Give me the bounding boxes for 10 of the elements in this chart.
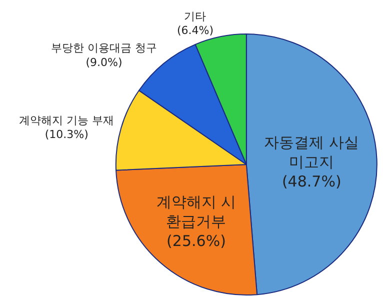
- data-label: (9.0%): [86, 56, 122, 69]
- slice-label: 계약해지 기능 부재: [19, 114, 114, 127]
- data-label: (10.3%): [44, 128, 88, 142]
- data-label: (48.7%): [282, 172, 342, 190]
- data-label: (25.6%): [166, 232, 226, 250]
- data-label: (6.4%): [176, 24, 214, 38]
- slice-label: 계약해지 시 환급거부: [156, 192, 236, 230]
- slice-label: 자동결제 사실 미고지: [264, 133, 360, 171]
- slice-label: 부당한 이용대금 청구: [51, 42, 158, 55]
- slice-label: 기타: [184, 10, 206, 23]
